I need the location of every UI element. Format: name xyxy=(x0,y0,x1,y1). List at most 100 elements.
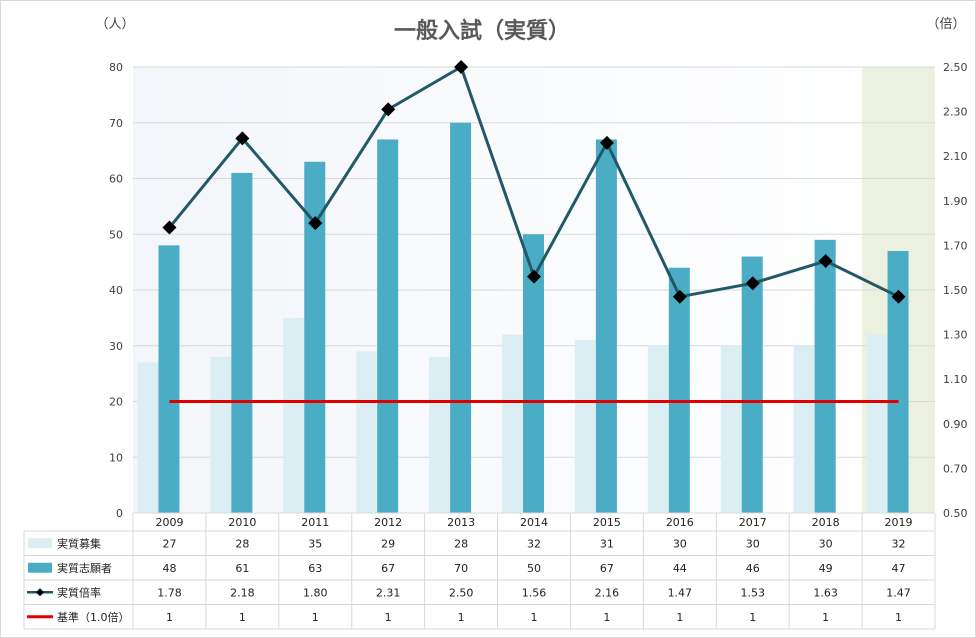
y-left-unit: （人） xyxy=(95,17,134,32)
table-cell: 35 xyxy=(308,537,322,550)
ratio-marker xyxy=(599,135,614,150)
category-label: 2009 xyxy=(155,516,183,529)
category-label: 2014 xyxy=(520,516,548,529)
bar-applicants xyxy=(668,267,690,513)
table-cell: 49 xyxy=(819,562,833,575)
y-left-tick-label: 30 xyxy=(109,340,123,353)
table-cell: 1 xyxy=(385,611,392,624)
table-cell: 31 xyxy=(600,537,614,550)
table-cell: 30 xyxy=(819,537,833,550)
table-cell: 1 xyxy=(895,611,902,624)
table-cell: 47 xyxy=(892,562,906,575)
ratio-marker xyxy=(381,102,396,117)
bar-recruit xyxy=(137,362,159,513)
bar-applicants xyxy=(158,245,180,513)
category-label: 2015 xyxy=(593,516,621,529)
bar-recruit xyxy=(283,317,305,513)
table-cell: 28 xyxy=(235,537,249,550)
y-right-tick-label: 1.90 xyxy=(943,195,968,208)
table-cell: 44 xyxy=(673,562,687,575)
category-label: 2011 xyxy=(301,516,329,529)
bar-recruit xyxy=(647,345,669,513)
bar-recruit xyxy=(574,340,596,513)
table-cell: 1.53 xyxy=(740,586,765,599)
table-cell: 46 xyxy=(746,562,760,575)
ratio-marker xyxy=(745,276,760,291)
table-cell: 50 xyxy=(527,562,541,575)
table-cell: 2.31 xyxy=(376,586,401,599)
table-cell: 1 xyxy=(749,611,756,624)
bar-recruit xyxy=(720,345,742,513)
table-cell: 61 xyxy=(235,562,249,575)
category-label: 2018 xyxy=(812,516,840,529)
bar-applicants xyxy=(523,234,544,513)
y-right-tick-label: 1.30 xyxy=(943,329,968,342)
y-right-tick-label: 0.50 xyxy=(943,507,968,520)
table-cell: 1 xyxy=(239,611,246,624)
ratio-marker xyxy=(527,269,541,284)
table-cell: 28 xyxy=(454,537,468,550)
table-cell: 29 xyxy=(381,537,395,550)
y-left-tick-label: 80 xyxy=(109,61,123,74)
legend-key-0 xyxy=(28,538,52,549)
bar-applicants xyxy=(741,256,763,513)
table-cell: 1.56 xyxy=(522,586,547,599)
bar-applicants xyxy=(377,139,399,513)
category-label: 2019 xyxy=(885,516,913,529)
table-cell: 1.47 xyxy=(668,586,693,599)
category-label: 2013 xyxy=(447,516,475,529)
ratio-marker xyxy=(454,60,469,74)
y-right-tick-label: 2.50 xyxy=(943,61,968,74)
bar-recruit xyxy=(502,334,523,513)
bar-applicants xyxy=(595,139,617,513)
ratio-marker xyxy=(235,131,250,146)
table-cell: 67 xyxy=(381,562,395,575)
bar-applicants xyxy=(304,161,326,513)
table-cell: 70 xyxy=(454,562,468,575)
y-right-tick-label: 1.70 xyxy=(943,239,968,252)
ratio-marker xyxy=(818,254,833,269)
ratio-marker xyxy=(308,216,323,231)
y-left-tick-label: 20 xyxy=(109,396,123,409)
legend-label: 実質志願者 xyxy=(57,561,112,575)
ratio-marker xyxy=(162,220,177,235)
bar-recruit xyxy=(356,351,378,513)
y-right-tick-label: 0.90 xyxy=(943,418,968,431)
y-left-tick-label: 70 xyxy=(109,117,123,130)
table-cell: 1.63 xyxy=(813,586,838,599)
table-cell: 1 xyxy=(603,611,610,624)
y-left-tick-label: 40 xyxy=(109,284,123,297)
table-cell: 1.80 xyxy=(303,586,328,599)
table-cell: 1 xyxy=(822,611,829,624)
y-left-tick-label: 10 xyxy=(109,451,123,464)
y-left-tick-label: 60 xyxy=(109,173,123,186)
table-cell: 1 xyxy=(531,611,538,624)
y-right-tick-label: 2.30 xyxy=(943,106,968,119)
table-cell: 63 xyxy=(308,562,322,575)
chart-title: 一般入試（実質） xyxy=(394,18,570,44)
y-right-unit: （倍） xyxy=(926,17,965,32)
bar-applicants xyxy=(887,250,909,513)
table-cell: 1.47 xyxy=(886,586,911,599)
y-right-tick-label: 1.50 xyxy=(943,284,968,297)
bar-applicants xyxy=(231,172,253,514)
table-cell: 2.18 xyxy=(230,586,255,599)
table-cell: 1 xyxy=(458,611,465,624)
legend-label: 実質募集 xyxy=(57,536,101,550)
y-right-tick-label: 2.10 xyxy=(943,150,968,163)
ratio-marker xyxy=(672,289,687,304)
bar-applicants xyxy=(814,239,836,513)
table-cell: 1 xyxy=(676,611,683,624)
y-right-tick-label: 0.70 xyxy=(943,462,968,475)
table-cell: 1 xyxy=(312,611,319,624)
table-cell: 48 xyxy=(162,562,176,575)
bar-recruit xyxy=(429,356,451,513)
legend-label: 基準（1.0倍） xyxy=(57,610,130,624)
ratio-marker xyxy=(891,289,906,304)
legend-label: 実質倍率 xyxy=(57,585,101,599)
table-cell: 27 xyxy=(162,537,176,550)
table-cell: 67 xyxy=(600,562,614,575)
table-cell: 2.50 xyxy=(449,586,474,599)
y-left-tick-label: 0 xyxy=(116,507,123,520)
